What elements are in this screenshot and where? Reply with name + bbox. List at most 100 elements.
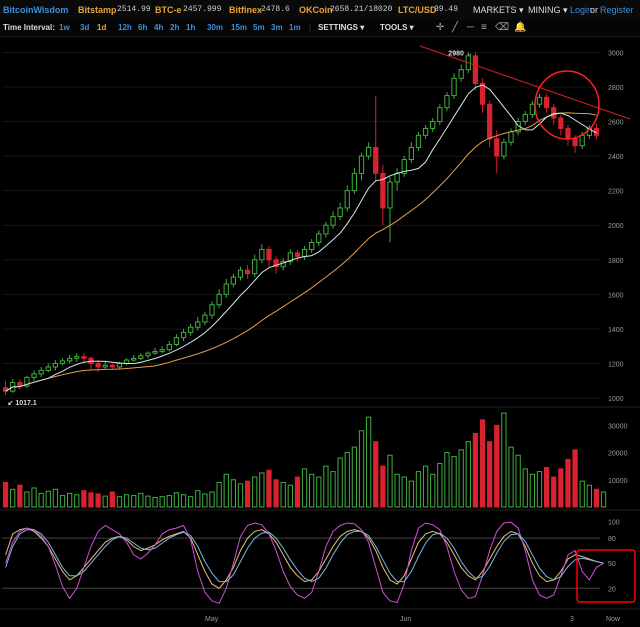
volume-bar [159,496,165,508]
price-tick-label: 1000 [608,396,624,403]
interval-30m[interactable]: 30m [207,23,224,32]
interval-1d[interactable]: 1d [97,23,107,32]
candle-body [472,55,479,84]
candle-body [74,356,80,359]
volume-bar [52,488,59,508]
volume-bar [2,482,9,508]
volume-bar [116,496,123,508]
volume-bar [494,424,500,508]
eraser-tool-icon[interactable]: ⌫ [495,22,510,33]
interval-2h[interactable]: 2h [170,23,180,32]
candle-body [116,363,123,368]
interval-3m[interactable]: 3m [271,23,283,32]
candle-body [415,134,422,148]
volume-tick-label: 10000 [608,478,628,485]
candle-body [66,357,73,362]
volume-bar [529,473,536,508]
volume-bar [59,495,66,508]
tools-menu[interactable]: TOOLS ▾ [380,23,414,32]
volume-bar [593,488,600,508]
volume-bar [252,476,258,508]
candle-body [273,259,279,268]
volume-bar [216,482,222,508]
candle-body [45,366,51,371]
ticker-exchange-ltcusd[interactable]: LTC/USD [398,5,437,15]
ticker-exchange-bitstamp[interactable]: Bitstamp [78,5,117,15]
interval-1w[interactable]: 1w [59,23,70,32]
volume-bar [152,496,158,508]
volume-bar [10,488,16,508]
stochastic-tick-label: 100 [608,519,620,526]
volume-bar [230,479,237,508]
stochastic-tick-label: 80 [608,536,616,543]
brand-logo[interactable]: BitcoinWisdom [3,5,69,15]
price-tick-label: 2200 [608,189,624,196]
volume-bar [451,456,457,508]
price-tick-label: 1400 [608,327,624,334]
stochastic-k-line [5,521,604,604]
volume-bar [166,495,172,508]
ticker-exchange-okcoin[interactable]: OKCoin [299,5,333,15]
volume-bar [401,476,407,508]
candle-body [508,131,514,143]
register-link[interactable]: Register [600,5,634,15]
candle-body [31,373,37,378]
volume-bar [195,490,201,508]
candle-body [380,172,386,209]
stochastic-d-line [5,529,604,583]
login-link[interactable]: Login [570,5,593,15]
candle-body [565,127,571,140]
volume-bar [266,469,272,508]
volume-bar [273,479,279,508]
volume-bar [223,473,229,508]
candle-body [579,134,585,147]
mining-menu[interactable]: MINING ▾ [528,5,568,15]
volume-bar [501,412,507,508]
candle-body [102,364,108,368]
candle-body [373,146,379,174]
interval-1m[interactable]: 1m [289,23,301,32]
volume-bar [515,454,521,508]
volume-bar [74,494,80,508]
interval-5m[interactable]: 5m [253,23,265,32]
volume-bar [309,473,315,508]
candle-body [244,269,251,275]
interval-12h[interactable]: 12h [118,23,132,32]
interval-6h[interactable]: 6h [138,23,148,32]
line-tool-icon[interactable]: ╱ [452,22,459,33]
candle-body [195,321,201,328]
volume-bar [38,492,44,508]
candle-body [173,337,180,346]
volume-bar [387,454,393,508]
x-axis-label: May [205,616,219,623]
candle-body [138,355,144,359]
interval-15m[interactable]: 15m [231,23,248,32]
crosshair-tool-icon[interactable]: ✛ [436,22,445,33]
interval-3d[interactable]: 3d [80,23,90,32]
volume-bar [479,419,486,508]
volume-bar [323,465,329,508]
volume-bar [188,496,194,508]
interval-1h[interactable]: 1h [186,23,196,32]
alert-bell-icon[interactable]: 🔔 [514,22,527,33]
interval-4h[interactable]: 4h [154,23,164,32]
volume-bar [202,493,208,508]
volume-bar [244,480,251,508]
volume-bar [81,490,87,508]
markets-menu[interactable]: MARKETS ▾ [473,5,524,15]
ticker-exchange-bitfinex[interactable]: Bitfinex [229,5,263,15]
volume-bar [600,491,607,508]
horizontal-line-tool-icon[interactable]: ─ [467,22,475,33]
volume-bar [95,493,101,508]
volume-bar [17,484,23,508]
volume-tick-label: 30000 [608,423,628,430]
volume-bar [579,480,585,508]
chart-area[interactable]: 1000 1200 1400 1600 1800 2000 2200 2400 2600 2800… [0,37,640,627]
fibonacci-tool-icon[interactable]: ≡ [481,22,487,33]
settings-menu[interactable]: SETTINGS ▾ [318,23,365,32]
volume-bar [138,492,144,508]
ticker-exchange-btce[interactable]: BTC-e [155,5,182,15]
volume-bar [508,446,514,508]
volume-bar [472,433,479,508]
ticker-price-bitstamp: 2514.99 [117,5,151,14]
